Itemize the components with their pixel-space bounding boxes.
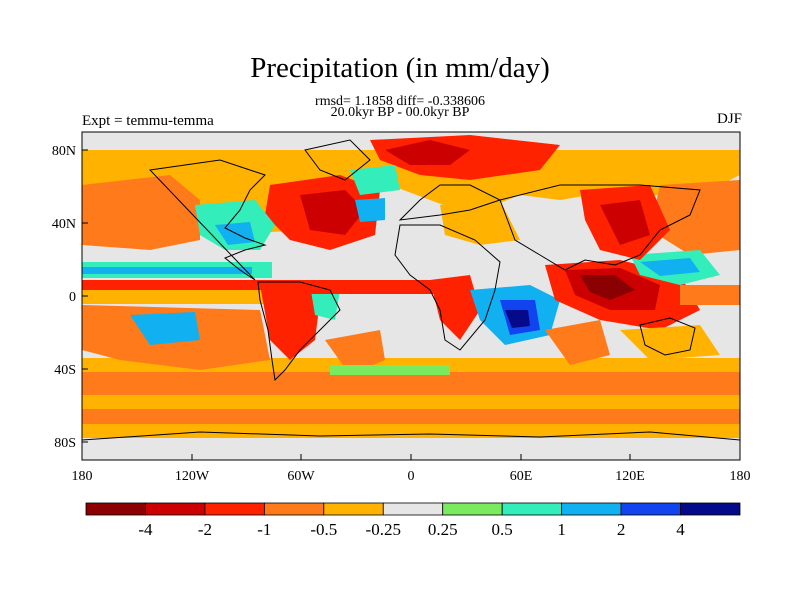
indian-ocean-sw-drying — [545, 320, 610, 365]
lon-tick-label: 180 — [730, 469, 751, 484]
colorbar-swatch — [501, 502, 563, 516]
colorbar-tick-label: 2 — [617, 520, 626, 539]
colorbar-swatch — [442, 502, 503, 516]
coastlines — [82, 139, 740, 441]
colorbar-swatch — [382, 502, 444, 516]
map-title: Precipitation (in mm/day) — [250, 52, 550, 84]
south-atlantic-wetting — [330, 365, 450, 375]
colorbar-tick-label: 0.25 — [428, 520, 458, 539]
colorbar-tick-label: -2 — [198, 520, 212, 539]
lon-tick-label: 60W — [287, 469, 315, 484]
lon-tick-label: 120E — [615, 469, 645, 484]
experiment-label: Expt = temmu-temma — [82, 113, 214, 129]
australia-drying — [620, 325, 720, 360]
dateline-drying — [680, 285, 740, 305]
south-america-drying — [260, 280, 320, 360]
lon-tick-label: 60E — [510, 469, 533, 484]
colorbar-tick-label: 1 — [557, 520, 566, 539]
colorbar-tick-label: -4 — [138, 520, 153, 539]
north-atlantic-core — [300, 190, 365, 235]
south-atlantic-drying — [325, 330, 385, 375]
central-africa-drying — [430, 275, 480, 340]
atlantic-itcz-drying — [300, 280, 450, 294]
colorbar-swatch — [620, 502, 681, 516]
coastline-antarctica — [82, 431, 740, 441]
coastline-south-america — [257, 281, 341, 382]
north-pacific-drying — [82, 175, 200, 250]
coastline-greenland — [304, 139, 371, 181]
arctic-core-drying — [385, 140, 470, 165]
colorbar: -4 -2 -1 -0.5 -0.25 0.25 0.5 1 2 4 — [85, 502, 741, 539]
period-label: 20.0kyr BP - 00.0kyr BP — [330, 105, 470, 120]
colorbar-swatch — [561, 502, 622, 516]
itcz-south-band — [82, 290, 282, 304]
colorbar-swatch — [323, 502, 384, 516]
colorbar-swatch — [680, 502, 741, 516]
north-west-pacific-drying — [650, 180, 740, 255]
north-atlantic-wetting — [350, 165, 400, 195]
lat-tick-label: 80N — [52, 144, 76, 159]
south-pacific-wetting — [130, 312, 200, 345]
colorbar-tick-label: 4 — [676, 520, 685, 539]
coastline-australia — [639, 317, 696, 356]
colorbar-swatch — [204, 502, 265, 516]
latitude-axis: 80N 40N 0 40S 80S — [52, 144, 88, 451]
lat-tick-label: 40N — [52, 217, 76, 232]
longitude-axis: 180 120W 60W 0 60E 120E 180 — [72, 454, 751, 484]
map-field — [82, 132, 740, 460]
southern-africa-wetting-peak — [505, 310, 530, 328]
coastline-asia — [499, 184, 701, 271]
west-pacific-wetting-core — [640, 258, 700, 276]
colorbar-swatch — [145, 502, 206, 516]
lon-tick-label: 180 — [72, 469, 93, 484]
colorbar-swatch — [85, 502, 146, 516]
lat-tick-label: 40S — [54, 363, 76, 378]
rmsd-diff-label: rmsd= 1.1858 diff= -0.338606 — [315, 94, 485, 109]
coastline-europe — [398, 184, 502, 221]
north-atlantic-wetting-core — [355, 198, 385, 222]
tropical-pacific-wetting-core — [82, 267, 252, 274]
colorbar-tick-label: -1 — [257, 520, 271, 539]
southern-ocean-stripe — [82, 395, 740, 409]
coastline-north-america — [148, 159, 267, 281]
lat-tick-label: 0 — [69, 290, 76, 305]
itcz-drying-band — [82, 280, 302, 290]
season-label: DJF — [716, 111, 742, 127]
lon-tick-label: 0 — [408, 469, 415, 484]
colorbar-swatch — [263, 502, 325, 516]
coastline-africa — [394, 224, 501, 351]
colorbar-tick-label: -0.5 — [310, 520, 337, 539]
colorbar-tick-label: -0.25 — [366, 520, 401, 539]
maritime-continent-peak — [580, 275, 635, 300]
lon-tick-label: 120W — [175, 469, 210, 484]
east-asia-drying-core — [600, 200, 650, 245]
colorbar-tick-label: 0.5 — [492, 520, 513, 539]
lat-tick-label: 80S — [54, 436, 76, 451]
